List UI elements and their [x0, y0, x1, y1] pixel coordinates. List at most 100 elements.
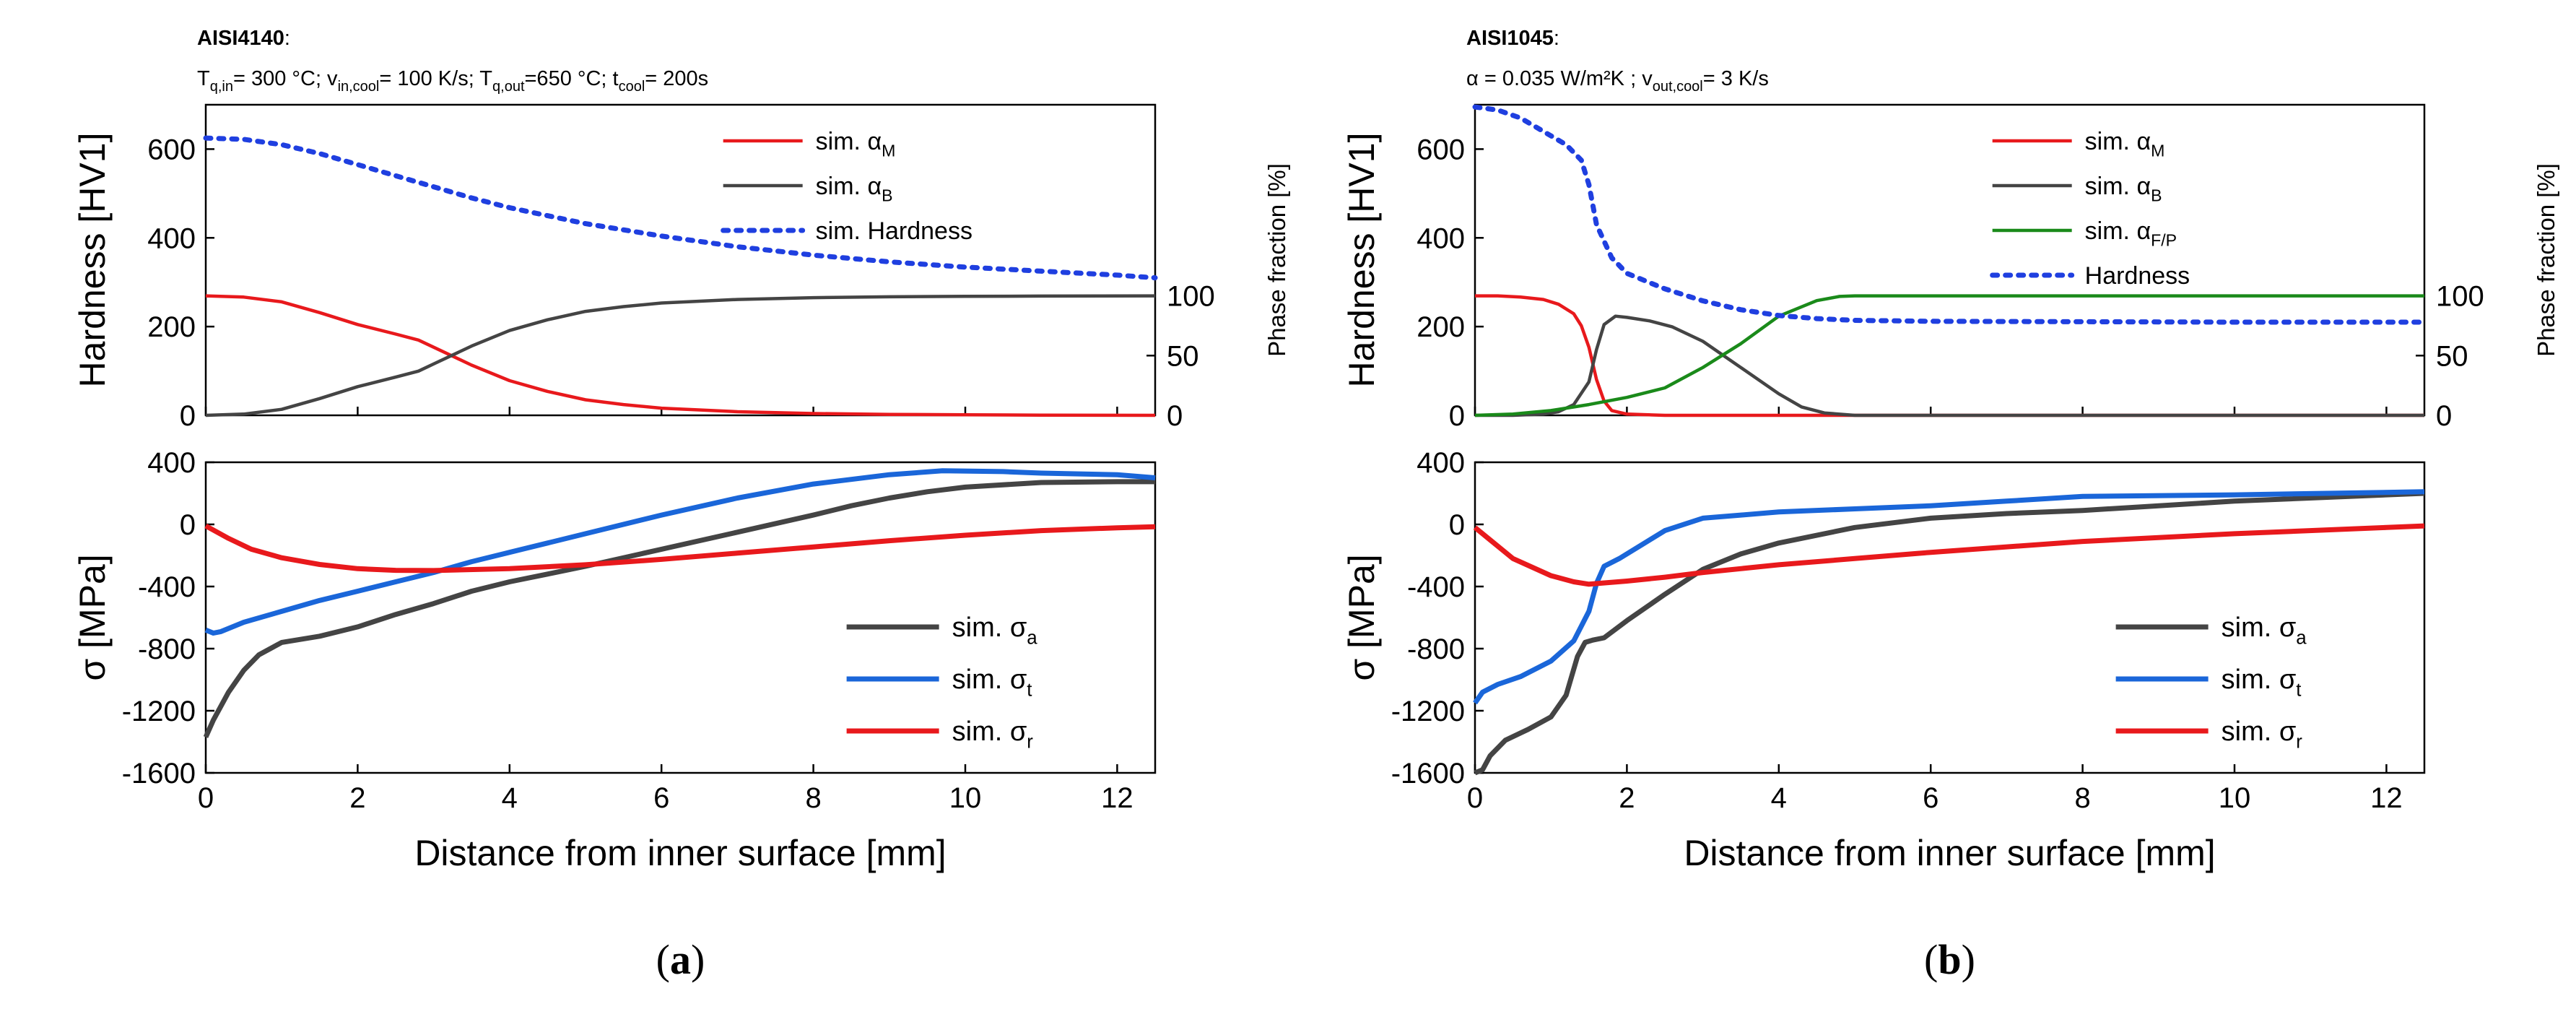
panel-caption-b: (b)	[1924, 936, 1975, 983]
y-tick-label: -400	[138, 571, 196, 603]
legend-label-text: Hardness	[2085, 262, 2190, 290]
panel-b-title: AISI1045:	[1466, 27, 1559, 50]
legend-label-subscript: F/P	[2151, 231, 2177, 250]
subtitle-text: = 200s	[645, 67, 708, 90]
panel-b-title-colon: :	[1554, 27, 1559, 50]
legend-label-text: sim. α	[2085, 217, 2151, 245]
series-line-sim-t	[1473, 489, 2425, 705]
y-tick-label: 400	[147, 222, 196, 254]
legend-label-text: sim. σ	[2222, 717, 2297, 747]
legend-label: sim. σt	[2222, 665, 2302, 701]
legend-label-subscript: B	[882, 186, 892, 205]
legend-label-subscript: t	[2296, 680, 2301, 701]
y-tick-label: 0	[180, 509, 196, 541]
x-axis-label: Distance from inner surface [mm]	[1684, 833, 2215, 873]
x-axis-label: Distance from inner surface [mm]	[414, 833, 946, 873]
legend-label: sim. σr	[952, 717, 1034, 753]
y-tick-label: 600	[1417, 134, 1465, 165]
y-tick-label: 600	[147, 134, 196, 165]
series-line-sim-t	[204, 468, 1156, 636]
x-tick-label: 12	[2370, 782, 2403, 814]
y-tick-label: 0	[1449, 400, 1465, 432]
legend-label: sim. σa	[2222, 613, 2307, 649]
caption-open: (	[1924, 936, 1938, 983]
y-tick-label: 0	[1449, 509, 1465, 541]
x-tick-label: 0	[198, 782, 214, 814]
legend-label-text: sim. σ	[952, 665, 1027, 695]
subtitle-text: =650 °C; t	[525, 67, 619, 90]
series-line-sim-b	[205, 294, 1156, 417]
x-tick-label: 4	[502, 782, 518, 814]
panel-a-title: AISI4140:	[197, 27, 290, 50]
x-tick-label: 8	[805, 782, 821, 814]
legend-label: sim. σt	[952, 665, 1032, 701]
y-tick-label: -800	[1407, 633, 1465, 665]
legend-label-subscript: a	[2296, 628, 2307, 649]
panel-a-title-colon: :	[284, 27, 290, 50]
y2-tick-label: 50	[1167, 340, 1199, 372]
series-line-hardness	[1472, 104, 2427, 325]
y-tick-label: -800	[138, 633, 196, 665]
x-tick-label: 4	[1771, 782, 1787, 814]
y-tick-label: 0	[180, 400, 196, 432]
x-tick-label: 6	[1923, 782, 1938, 814]
legend-label: sim. σa	[952, 613, 1038, 649]
x-tick-label: 10	[2219, 782, 2251, 814]
bottom-plot-frame	[1474, 461, 2426, 774]
subtitle-subscript: cool	[619, 79, 645, 95]
subtitle-text: = 300 °C; v	[233, 67, 338, 90]
subtitle-text: α = 0.035 W/m²K ; v	[1466, 67, 1653, 90]
x-tick-label: 10	[949, 782, 982, 814]
legend-label: sim. αM	[2085, 128, 2165, 160]
legend-label: sim. αB	[816, 173, 893, 205]
legend-label-text: sim. α	[816, 128, 882, 155]
y-tick-label: -1600	[122, 758, 196, 789]
y2-axis-label: Phase fraction [%]	[1263, 163, 1290, 357]
series-line-sim-a	[203, 479, 1155, 738]
bottom-plot-frame	[204, 461, 1157, 774]
panel-a-title-name: AISI4140	[197, 27, 284, 50]
panel-caption-a: (a)	[656, 936, 705, 983]
y-tick-label: -1200	[122, 696, 196, 727]
series-line-sim-a	[1474, 490, 2425, 776]
subtitle-text: T	[197, 67, 210, 90]
panel-b-title-name: AISI1045	[1466, 27, 1554, 50]
x-tick-label: 2	[1619, 782, 1635, 814]
legend-label-subscript: r	[2296, 732, 2302, 753]
y2-axis-label: Phase fraction [%]	[2533, 163, 2559, 357]
y-axis-label: σ [MPa]	[72, 554, 113, 680]
legend-label-text: sim. σ	[2222, 665, 2297, 695]
series-line-sim-f-p	[1474, 294, 2424, 417]
legend-label-text: sim. α	[2085, 173, 2151, 200]
y2-tick-label: 0	[2436, 400, 2452, 432]
legend-label-text: sim. σ	[952, 613, 1027, 643]
y-tick-label: 400	[1417, 222, 1465, 254]
subtitle-subscript: out,cool	[1653, 79, 1703, 95]
y-tick-label: 400	[1417, 447, 1465, 479]
series-line-sim-r	[1473, 523, 2425, 587]
legend-label: Hardness	[2085, 262, 2190, 290]
series-line-sim-hardness	[203, 135, 1158, 281]
caption-letter: a	[670, 936, 691, 983]
legend-label: sim. σr	[2222, 717, 2303, 753]
top-plot-frame	[1474, 103, 2426, 417]
legend-label-text: sim. σ	[952, 717, 1027, 747]
legend-label-subscript: B	[2151, 186, 2162, 205]
legend-label-subscript: M	[2151, 142, 2164, 160]
subtitle-subscript: q,out	[492, 79, 525, 95]
y-tick-label: -400	[1407, 571, 1465, 603]
x-tick-label: 12	[1101, 782, 1133, 814]
legend-label-text: sim. Hardness	[816, 217, 972, 245]
series-line-sim-m	[205, 294, 1156, 417]
y-tick-label: -1600	[1391, 758, 1465, 789]
x-tick-label: 2	[349, 782, 365, 814]
caption-close: )	[691, 936, 705, 983]
series-line-sim-m	[1475, 294, 2424, 417]
y-axis-label: Hardness [HV1]	[72, 133, 113, 388]
legend-label-subscript: M	[882, 142, 895, 160]
y2-tick-label: 100	[1167, 281, 1215, 313]
legend-label: sim. αB	[2085, 173, 2162, 205]
subtitle-text: = 3 K/s	[1703, 67, 1769, 90]
y-tick-label: -1200	[1391, 696, 1465, 727]
